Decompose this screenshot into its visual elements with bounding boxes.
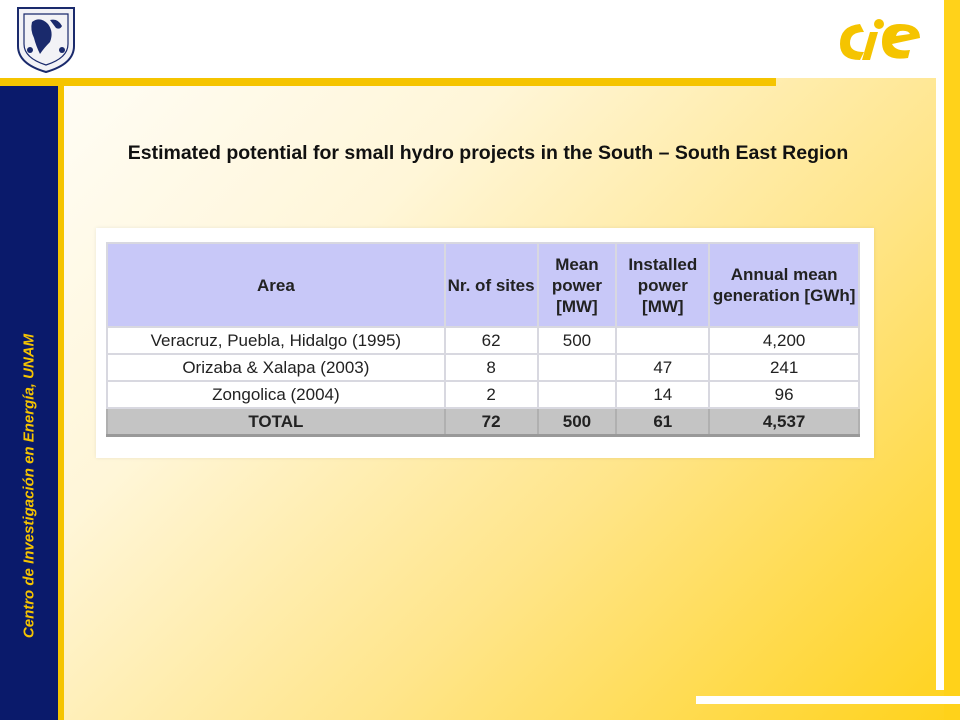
cell-sites: 2: [443, 380, 539, 409]
cell-annual-generation: 96: [708, 380, 860, 409]
cell-area: Zongolica (2004): [106, 380, 446, 409]
header-accent-bar: [0, 78, 776, 86]
cell-annual-generation: 4,200: [708, 326, 860, 355]
data-table-container: Area Nr. of sites Mean power [MW] Instal…: [96, 228, 874, 458]
cell-area: Orizaba & Xalapa (2003): [106, 353, 446, 382]
table-row: Zongolica (2004) 2 14 96: [106, 380, 860, 409]
sidebar-text: Centro de Investigación en Energía, UNAM: [20, 333, 38, 639]
cie-logo-icon: [840, 19, 920, 60]
header-sites: Nr. of sites: [443, 242, 539, 328]
cell-installed-power: 47: [615, 353, 711, 382]
unam-seal-icon: [17, 7, 75, 74]
bottom-divider: [696, 696, 960, 704]
cell-area: Veracruz, Puebla, Hidalgo (1995): [106, 326, 446, 355]
total-label: TOTAL: [106, 407, 446, 437]
header-installed-power: Installed power [MW]: [615, 242, 711, 328]
total-annual-generation: 4,537: [708, 407, 860, 437]
cell-annual-generation: 241: [708, 353, 860, 382]
cell-installed-power: [615, 326, 711, 355]
table-header-row: Area Nr. of sites Mean power [MW] Instal…: [106, 242, 860, 328]
cell-mean-power: [536, 353, 618, 382]
cell-sites: 62: [443, 326, 539, 355]
cell-sites: 8: [443, 353, 539, 382]
header-annual-generation: Annual mean generation [GWh]: [708, 242, 860, 328]
data-table: Area Nr. of sites Mean power [MW] Instal…: [106, 242, 860, 437]
sidebar: Centro de Investigación en Energía, UNAM: [0, 86, 64, 720]
total-sites: 72: [443, 407, 539, 437]
right-divider: [936, 0, 944, 690]
header-area: Area: [106, 242, 446, 328]
cell-mean-power: [536, 380, 618, 409]
table-total-row: TOTAL 72 500 61 4,537: [106, 407, 860, 437]
table-row: Orizaba & Xalapa (2003) 8 47 241: [106, 353, 860, 382]
cell-installed-power: 14: [615, 380, 711, 409]
total-mean-power: 500: [536, 407, 618, 437]
table-row: Veracruz, Puebla, Hidalgo (1995) 62 500 …: [106, 326, 860, 355]
right-accent-bar: [944, 0, 960, 720]
total-installed-power: 61: [615, 407, 711, 437]
header-mean-power: Mean power [MW]: [536, 242, 618, 328]
header-band: [0, 0, 960, 78]
cell-mean-power: 500: [536, 326, 618, 355]
slide-title: Estimated potential for small hydro proj…: [127, 142, 849, 164]
